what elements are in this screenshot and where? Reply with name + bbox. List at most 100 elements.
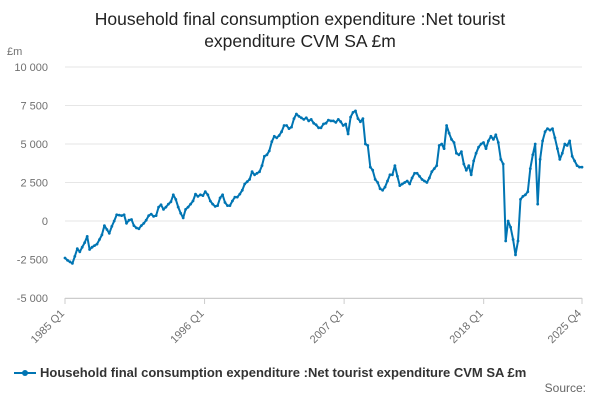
data-point — [287, 127, 291, 130]
data-point — [162, 208, 165, 211]
data-point — [105, 228, 109, 231]
data-point — [139, 224, 143, 228]
data-point — [408, 182, 412, 186]
data-point — [125, 221, 128, 225]
data-point — [272, 134, 276, 138]
data-point — [154, 214, 158, 218]
data-point — [354, 109, 357, 113]
data-point — [295, 112, 298, 116]
data-point — [460, 150, 463, 154]
data-point — [432, 167, 436, 171]
data-point — [474, 151, 478, 155]
chart-title: Household final consumption expenditure … — [0, 8, 600, 52]
data-point — [346, 132, 350, 136]
x-tick-label: 2025 Q4 — [546, 308, 584, 346]
data-point — [462, 162, 466, 166]
data-point — [174, 198, 178, 201]
data-point — [317, 126, 320, 130]
data-point — [531, 153, 535, 157]
data-point — [548, 128, 552, 132]
data-point — [221, 193, 225, 197]
data-point — [344, 122, 348, 126]
data-point — [477, 145, 480, 149]
data-point — [533, 142, 537, 146]
y-tick-label: 2 500 — [20, 178, 48, 190]
data-point — [519, 198, 522, 201]
data-point — [428, 176, 431, 180]
source-label: Source: — [544, 381, 586, 395]
data-point — [336, 118, 340, 121]
data-point — [499, 158, 503, 161]
data-point — [452, 141, 456, 144]
data-point — [400, 182, 404, 186]
y-tick-label: 5 000 — [20, 139, 48, 151]
data-point — [482, 141, 485, 144]
data-point — [85, 235, 89, 238]
data-point — [167, 202, 170, 206]
data-point — [418, 174, 421, 178]
data-point — [563, 142, 567, 146]
data-point — [66, 258, 69, 262]
data-point — [208, 199, 212, 203]
data-point — [556, 147, 559, 151]
data-point — [442, 147, 446, 151]
data-point — [381, 188, 384, 192]
data-point — [578, 165, 581, 169]
data-point — [457, 153, 461, 157]
data-point — [521, 195, 525, 198]
data-point — [243, 182, 247, 186]
data-point — [93, 244, 96, 248]
data-point — [565, 144, 569, 147]
data-point — [378, 187, 382, 191]
data-point — [536, 202, 540, 206]
data-point — [327, 118, 330, 122]
data-point — [504, 239, 508, 243]
data-point — [142, 221, 146, 225]
data-point — [152, 215, 156, 218]
data-point — [304, 116, 308, 120]
data-point — [309, 118, 313, 121]
data-point — [184, 208, 188, 211]
data-point — [575, 164, 579, 168]
data-point — [356, 117, 360, 120]
data-point — [100, 233, 104, 237]
data-point — [302, 118, 306, 121]
data-point — [524, 193, 527, 197]
data-point — [331, 119, 335, 123]
data-point — [199, 193, 202, 197]
data-point — [528, 167, 532, 171]
data-point — [413, 171, 416, 175]
data-point — [68, 260, 72, 264]
data-point — [98, 238, 101, 241]
data-point — [447, 131, 451, 135]
data-point — [445, 124, 448, 127]
data-point — [265, 153, 269, 157]
data-point — [63, 256, 67, 260]
data-point — [226, 204, 229, 208]
y-tick-label: -5 000 — [17, 293, 48, 305]
axis-layer: -5 000 -2 500 0 2 500 5 000 7 500 10 000 £m 1985… — [7, 46, 584, 346]
data-point — [277, 134, 281, 137]
data-point — [435, 164, 439, 168]
data-point — [329, 119, 333, 123]
data-point — [541, 139, 544, 143]
data-point — [275, 136, 279, 140]
data-point — [117, 213, 121, 217]
data-point — [501, 162, 505, 166]
data-point — [526, 190, 530, 194]
data-point — [203, 190, 207, 194]
data-point — [546, 127, 549, 130]
data-point — [115, 213, 119, 217]
data-point — [339, 120, 343, 124]
data-point — [479, 142, 483, 146]
data-point — [127, 218, 131, 222]
data-point — [371, 168, 375, 172]
data-point — [194, 192, 197, 196]
data-point — [285, 124, 288, 127]
data-point — [290, 125, 293, 129]
data-point — [235, 195, 239, 199]
data-point — [223, 201, 227, 204]
data-point — [383, 185, 387, 189]
data-point — [248, 178, 252, 181]
